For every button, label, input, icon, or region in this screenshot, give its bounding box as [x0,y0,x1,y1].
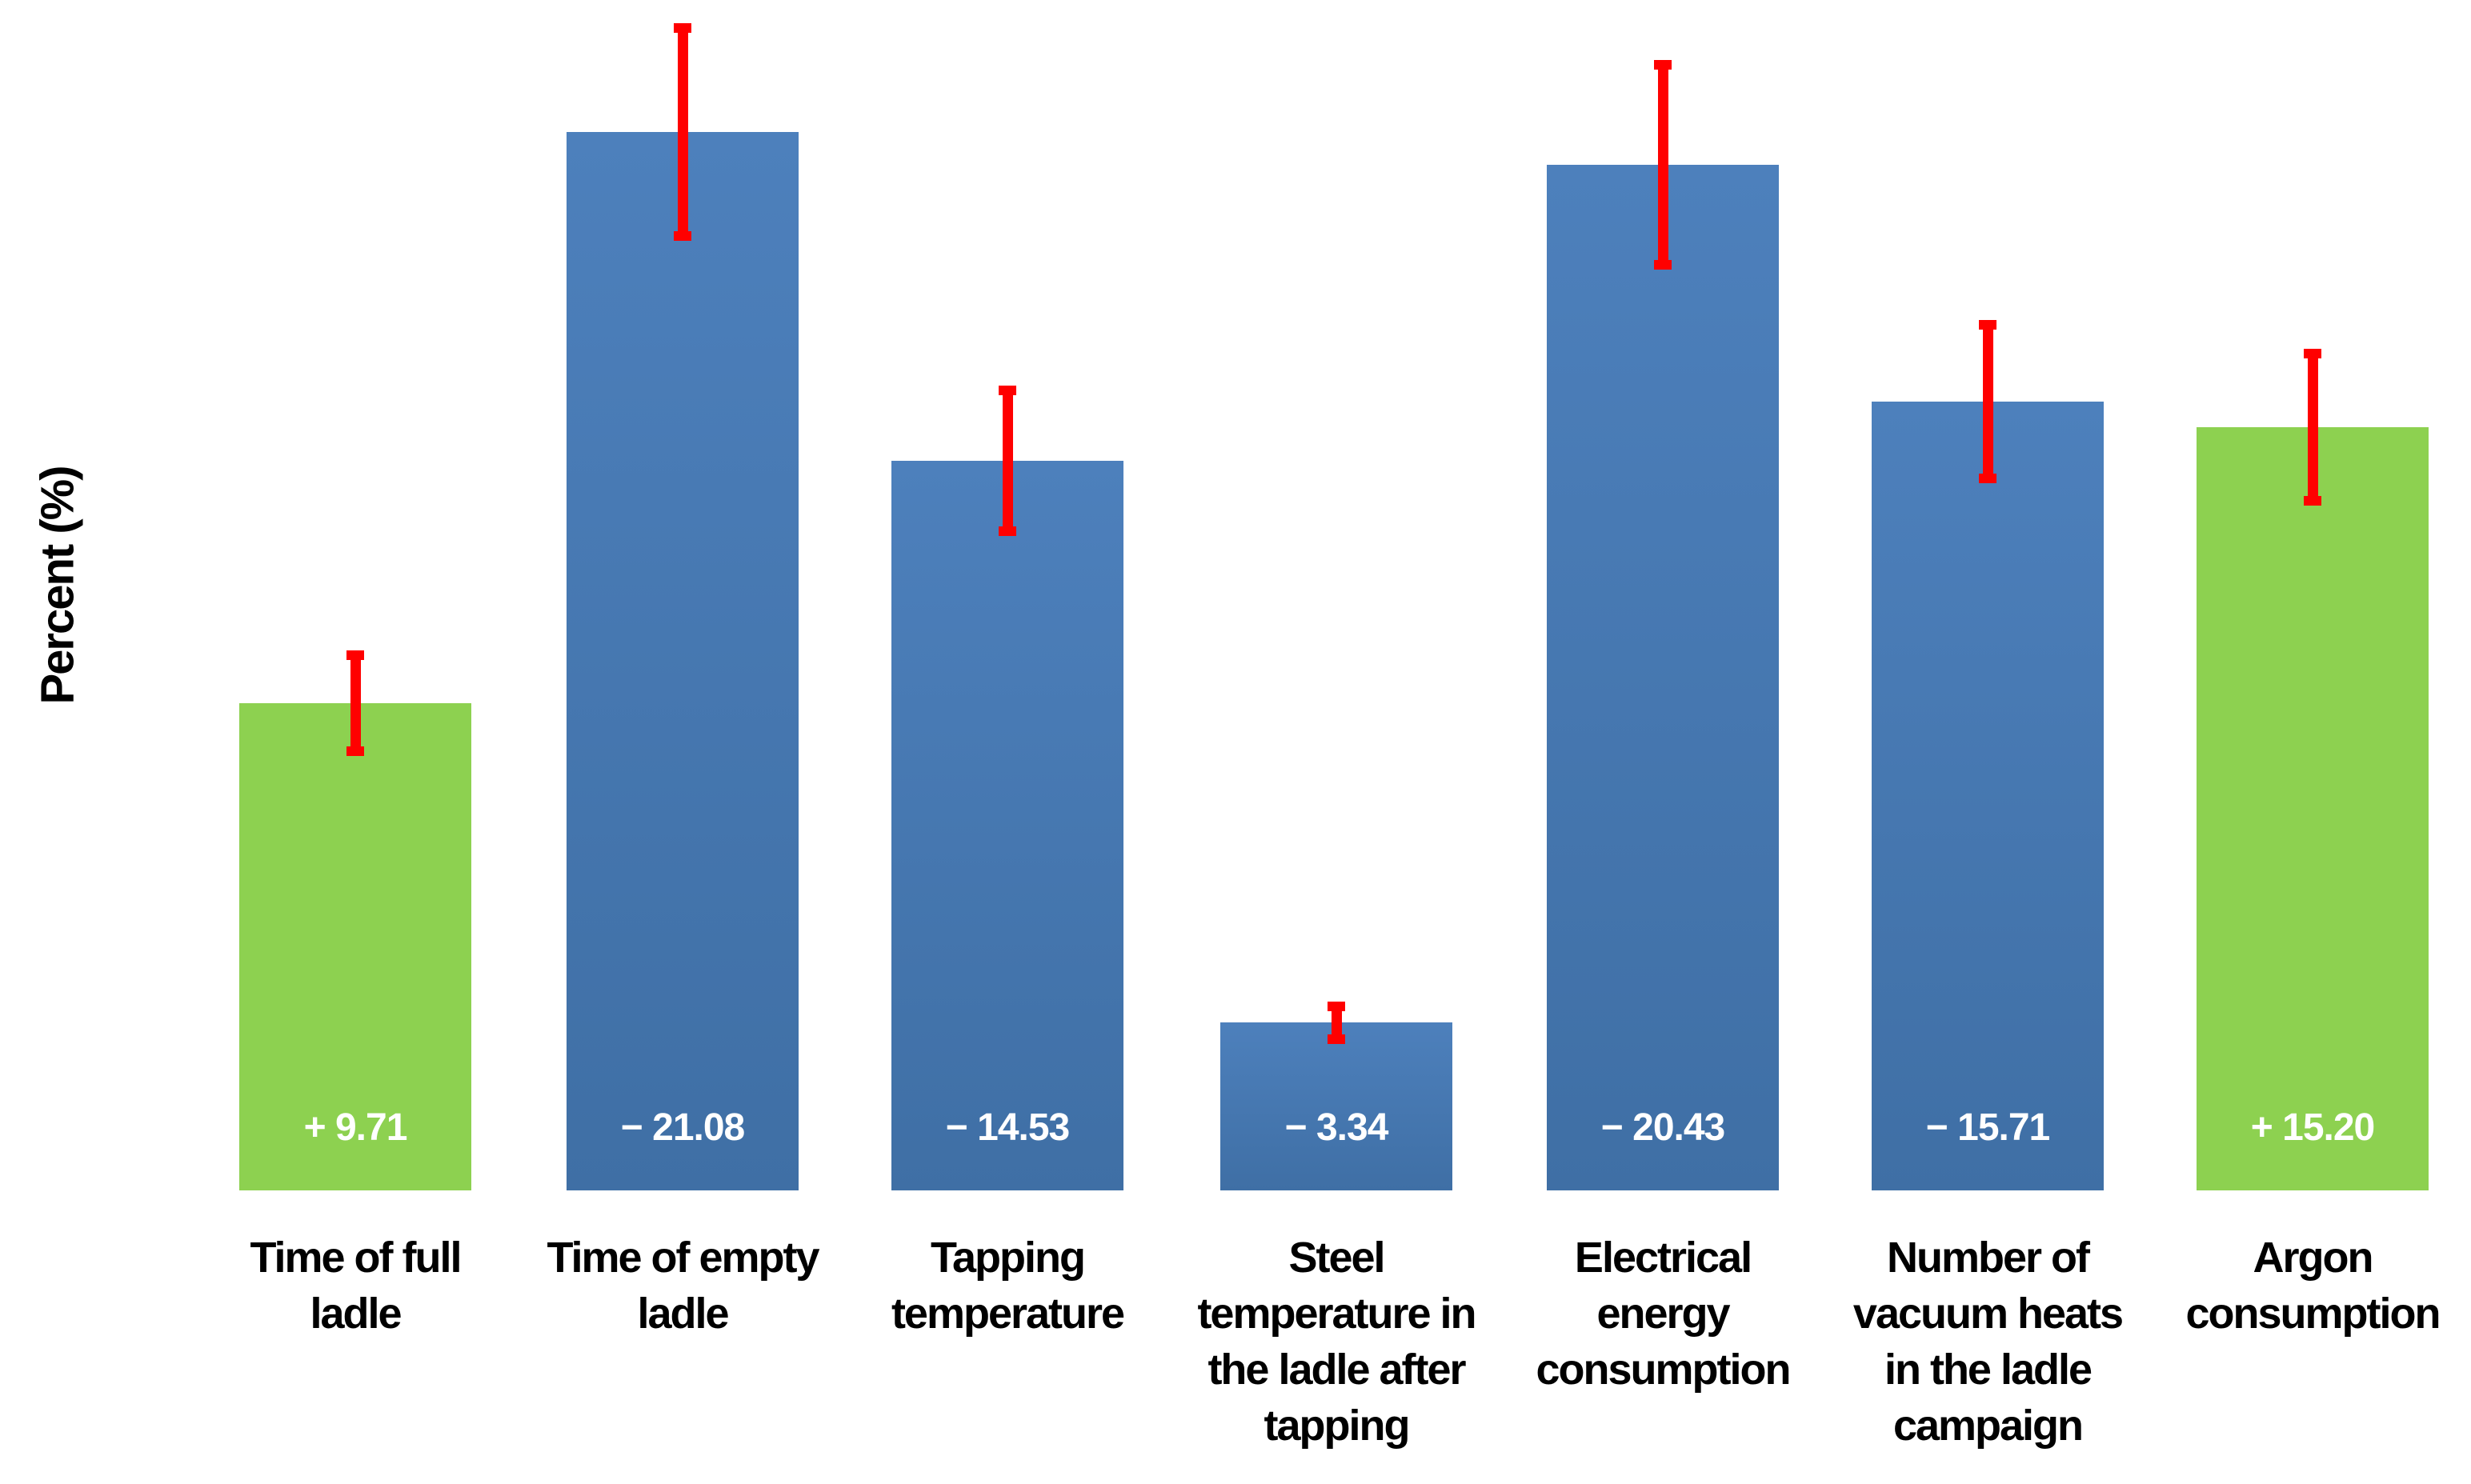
category-label-line: consumption [2185,1290,2441,1338]
category-label-line: ladle [310,1290,402,1338]
y-axis-label: Percent (%) [31,466,84,705]
bar-value-label-steel-temperature-in-the-ladle-after-tapping: − 3.34 [1284,1106,1389,1149]
category-label-line: Tapping [931,1234,1086,1282]
category-label-line: Electrical [1574,1234,1752,1282]
category-label-time-of-empty-ladle: Time of empty ladle [507,1230,859,1342]
category-label-line: Time of empty [547,1234,819,1282]
category-label-steel-temperature-in-the-ladle-after-tapping: Steel temperature in the ladle after tappin… [1160,1230,1512,1454]
category-label-time-of-full-ladle: Time of full ladle [179,1230,531,1342]
error-bar-time-of-empty-ladle [677,23,688,242]
error-bar-cap-bottom-number-of-vacuum-heats-in-the-ladle-campaign [1979,474,1996,484]
category-label-number-of-vacuum-heats-in-the-ladle-campaign: Number of vacuum heats in the ladle campaig… [1812,1230,2164,1454]
error-bar-cap-top-time-of-empty-ladle [674,23,691,34]
category-label-electrical-energy-consumption: Electrical energy consumption [1487,1230,1839,1398]
bar-value-label-time-of-full-ladle: + 9.71 [303,1106,408,1149]
bar-value-label-tapping-temperature: − 14.53 [945,1106,1070,1149]
bar-time-of-empty-ladle [567,132,799,1190]
category-label-tapping-temperature: Tapping temperature [831,1230,1183,1342]
category-label-line: Steel [1288,1234,1385,1282]
category-label-line: campaign [1892,1402,2084,1450]
error-bar-cap-top-number-of-vacuum-heats-in-the-ladle-campaign [1979,319,1996,330]
category-label-line: tapping [1264,1402,1411,1450]
category-label-line: temperature [891,1290,1125,1338]
error-bar-cap-bottom-electrical-energy-consumption [1654,260,1672,270]
category-label-line: Number of [1887,1234,2090,1282]
category-label-line: ladle [637,1290,729,1338]
bar-steel-temperature-in-the-ladle-after-tapping [1220,1022,1452,1190]
error-bar-cap-top-tapping-temperature [999,386,1016,396]
error-bar-cap-bottom-time-of-full-ladle [346,746,364,756]
error-bar-steel-temperature-in-the-ladle-after-tapping [1331,1002,1342,1044]
category-label-line: temperature in [1197,1290,1476,1338]
bar-number-of-vacuum-heats-in-the-ladle-campaign [1872,402,2104,1190]
error-bar-tapping-temperature [1002,386,1013,537]
category-label-argon-consumption: Argon consumption [2137,1230,2471,1342]
error-bar-cap-bottom-tapping-temperature [999,526,1016,537]
category-label-line: consumption [1536,1346,1792,1394]
bar-argon-consumption [2197,427,2429,1190]
category-label-line: energy [1596,1290,1730,1338]
category-label-line: Argon [2253,1234,2374,1282]
category-label-line: the ladle after [1207,1346,1466,1394]
error-bar-argon-consumption [2307,349,2318,506]
error-bar-time-of-full-ladle [350,650,361,756]
error-bar-cap-top-time-of-full-ladle [346,650,364,660]
error-bar-cap-top-argon-consumption [2304,349,2321,359]
error-bar-cap-top-electrical-energy-consumption [1654,59,1672,70]
bar-value-label-time-of-empty-ladle: − 21.08 [620,1106,745,1149]
bar-tapping-temperature [891,461,1123,1190]
error-bar-cap-bottom-steel-temperature-in-the-ladle-after-tapping [1328,1034,1345,1044]
bar-value-label-number-of-vacuum-heats-in-the-ladle-campaign: − 15.71 [1925,1106,2050,1149]
error-bar-cap-bottom-argon-consumption [2304,496,2321,506]
error-bar-number-of-vacuum-heats-in-the-ladle-campaign [1982,319,1993,484]
category-label-line: in the ladle [1884,1346,2093,1394]
bar-electrical-energy-consumption [1547,165,1779,1190]
bar-value-label-electrical-energy-consumption: − 20.43 [1600,1106,1725,1149]
error-bar-cap-top-steel-temperature-in-the-ladle-after-tapping [1328,1002,1345,1012]
error-bar-cap-bottom-time-of-empty-ladle [674,231,691,242]
error-bar-electrical-energy-consumption [1657,59,1668,270]
bar-value-label-argon-consumption: + 15.20 [2250,1106,2375,1149]
category-label-line: Time of full [250,1234,462,1282]
bar-time-of-full-ladle [239,702,471,1190]
category-label-line: vacuum heats [1852,1290,2124,1338]
